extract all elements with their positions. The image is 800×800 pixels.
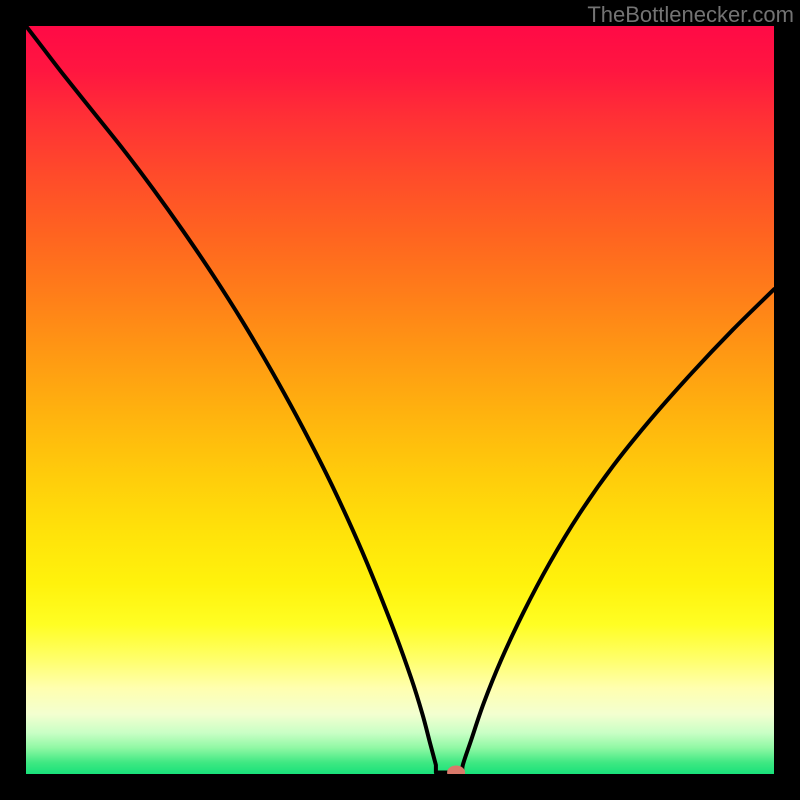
bottleneck-curve-chart: [0, 0, 800, 800]
chart-container: TheBottlenecker.com: [0, 0, 800, 800]
gradient-background: [26, 26, 774, 774]
